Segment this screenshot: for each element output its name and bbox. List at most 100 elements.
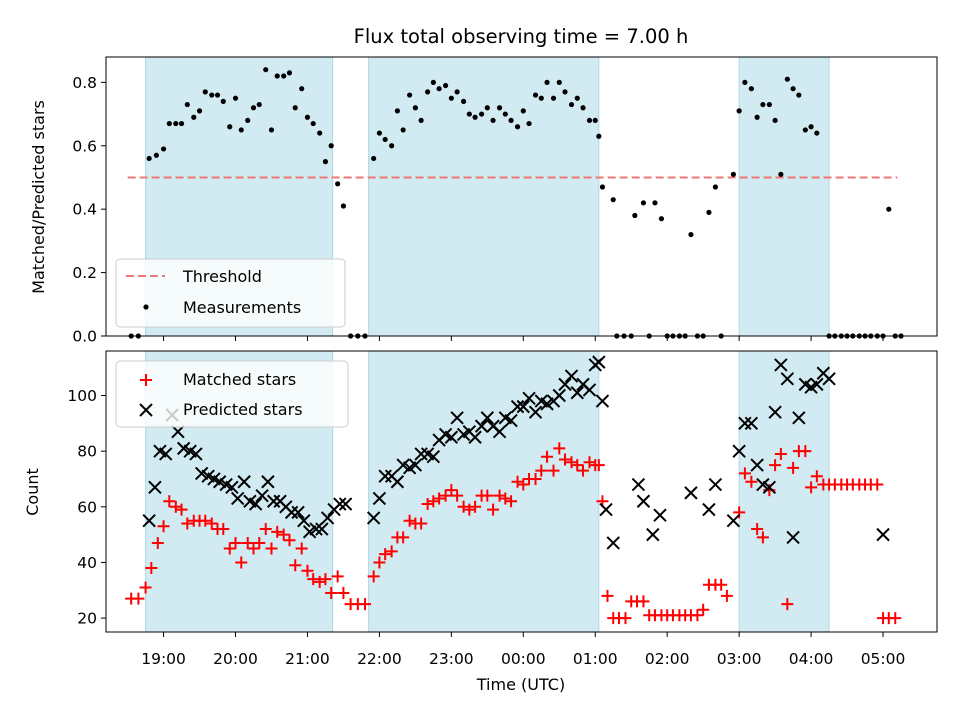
predicted-star-point <box>738 416 752 431</box>
matched-star-point <box>145 562 158 575</box>
matched-star-point <box>592 459 605 472</box>
matched-star-point <box>810 470 823 483</box>
matched-star-point <box>379 548 392 561</box>
matched-star-point <box>751 523 764 536</box>
matched-star-point <box>157 520 170 533</box>
measurement-point <box>299 86 305 92</box>
matched-star-point <box>325 587 338 600</box>
predicted-star-point <box>230 491 245 506</box>
measurement-point <box>196 108 203 114</box>
measurement-point <box>778 171 784 177</box>
measurement-point <box>238 127 244 133</box>
predicted-star-point <box>516 399 531 414</box>
predicted-star-point <box>468 430 482 444</box>
observing-window-band <box>738 350 830 633</box>
predicted-star-point <box>148 480 162 495</box>
matched-star-point <box>769 459 782 472</box>
measurement-point <box>886 206 892 212</box>
predicted-star-point <box>744 416 759 431</box>
measurement-point <box>322 159 329 165</box>
measurement-point <box>730 171 736 177</box>
matched-star-points <box>125 442 902 625</box>
measurement-point <box>160 146 167 152</box>
predicted-star-point <box>255 488 269 503</box>
matched-star-point <box>745 475 758 488</box>
observing-window-band <box>738 56 830 337</box>
measurement-point <box>736 108 742 114</box>
measurement-point <box>532 92 539 98</box>
matched-star-point <box>601 589 614 602</box>
matched-star-point <box>787 461 800 474</box>
predicted-star-point <box>426 450 441 464</box>
matched-star-point <box>493 489 506 502</box>
bottom-legend-box <box>115 360 349 428</box>
matched-star-point <box>139 581 152 594</box>
measurement-point <box>407 92 413 98</box>
measurement-point <box>430 79 436 85</box>
predicted-star-point <box>570 386 584 400</box>
matched-star-point <box>427 495 440 508</box>
matched-star-point <box>367 570 380 583</box>
measurements-legend-swatch <box>143 304 149 310</box>
measurement-point <box>550 95 557 101</box>
observing-window-band <box>368 350 600 633</box>
predicted-star-point <box>474 419 489 433</box>
predicted-star-point <box>510 399 525 414</box>
x-tick-label: 22:00 <box>357 650 402 668</box>
top-panel: 0.00.20.40.60.8 Matched/Predicted stars … <box>29 56 938 346</box>
x-tick-label: 20:00 <box>213 650 258 668</box>
matched-star-point <box>277 528 290 541</box>
matched-star-point <box>337 587 350 600</box>
predicted-star-point <box>732 444 746 458</box>
measurement-point <box>209 92 215 98</box>
measurement-point <box>263 67 269 73</box>
measurement-point <box>652 200 658 206</box>
measurement-point <box>814 130 820 136</box>
predicted-star-point <box>266 494 281 508</box>
predicted-star-point <box>320 511 335 525</box>
predicted-star-points <box>142 355 890 550</box>
matched-star-point <box>331 570 344 583</box>
measurement-point <box>466 111 472 117</box>
measurement-point <box>790 86 796 92</box>
matched-star-point <box>132 592 145 605</box>
matched-star-point <box>697 603 710 616</box>
predicted-star-point <box>780 372 795 386</box>
measurement-point <box>245 117 251 124</box>
measurement-point <box>688 231 694 238</box>
y-tick-label: 0.4 <box>72 201 97 219</box>
measurement-point <box>490 117 496 124</box>
y-tick-label: 100 <box>67 387 97 405</box>
predicted-star-point <box>606 536 620 550</box>
measurement-point <box>400 127 406 133</box>
matched-star-point <box>169 500 182 513</box>
measurement-point <box>448 95 454 101</box>
predicted-star-point <box>291 505 305 520</box>
predicted-star-point <box>558 377 572 392</box>
measurement-point <box>748 86 754 92</box>
y-tick-label: 0.2 <box>72 264 97 282</box>
predicted-star-point <box>726 514 741 528</box>
y-tick-label: 0.8 <box>72 74 97 92</box>
matched-star-point <box>313 575 326 588</box>
measurement-point <box>580 105 586 111</box>
predicted-legend-label: Predicted stars <box>183 400 303 419</box>
bottom-y-ticks: 20 40 60 80 100 <box>67 387 106 628</box>
measurement-point <box>484 105 490 111</box>
measurement-point <box>712 184 719 190</box>
top-x-ticks <box>163 336 884 341</box>
measurement-point <box>766 101 772 108</box>
matched-star-point <box>451 489 464 502</box>
measurement-point <box>191 114 197 120</box>
x-tick-label: 01:00 <box>573 650 618 668</box>
matched-legend-label: Matched stars <box>183 370 296 389</box>
matched-star-point <box>517 478 530 491</box>
matched-star-point <box>583 456 596 469</box>
predicted-star-point <box>786 530 800 545</box>
predicted-star-point <box>315 522 329 536</box>
measurement-point <box>454 89 460 95</box>
top-observing-windows <box>145 56 830 337</box>
measurement-point <box>178 120 185 127</box>
measurement-point <box>478 111 485 117</box>
